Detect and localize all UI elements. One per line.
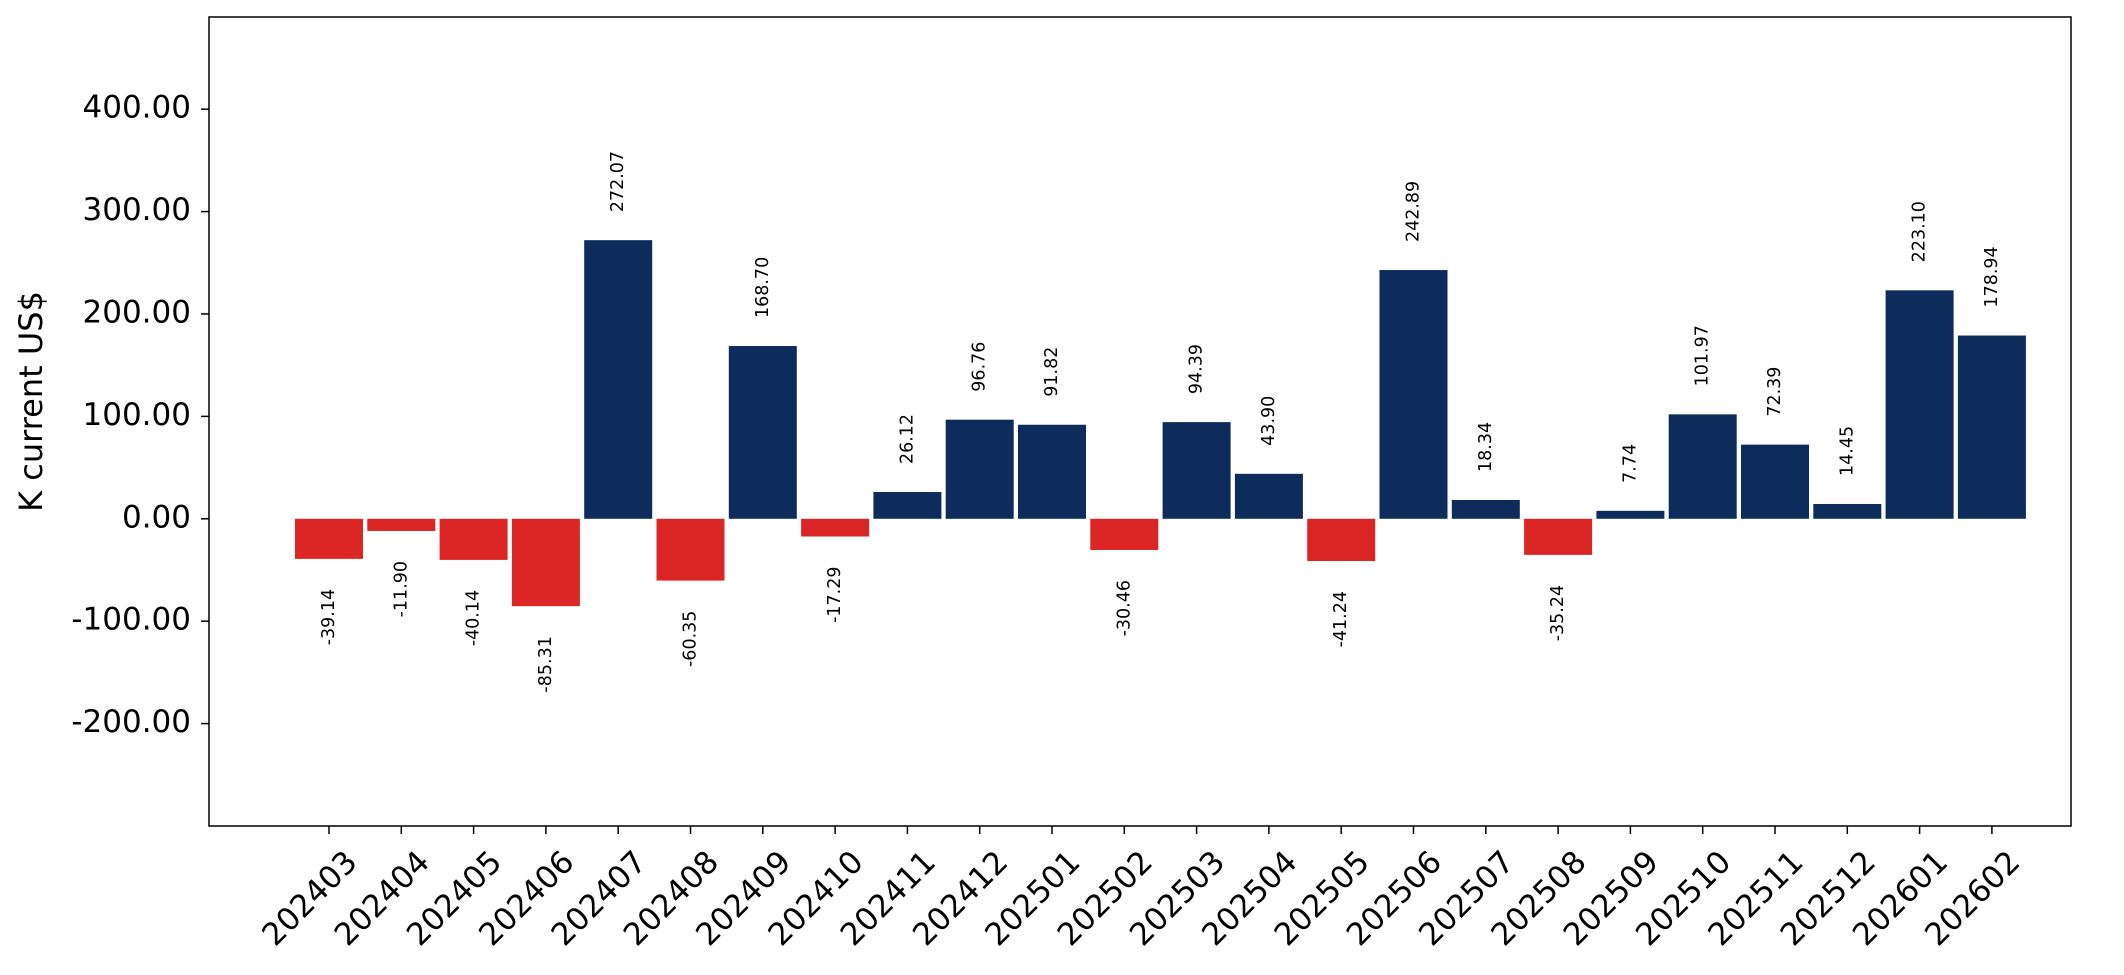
value-label-202601: 223.10: [1910, 201, 1930, 262]
bar-202511: [1741, 444, 1809, 519]
value-label-202512: 14.45: [1837, 426, 1857, 476]
value-label-202510: 101.97: [1693, 325, 1713, 386]
y-tick: -100.00: [71, 602, 209, 638]
bar-202505: [1307, 518, 1376, 562]
bar-202403: [295, 518, 363, 559]
value-label-202504: 43.90: [1259, 396, 1279, 446]
y-tick: 300.00: [83, 192, 209, 228]
y-tick-label: 100.00: [83, 397, 191, 433]
x-axis: 2024032024042024052024062024072024082024…: [255, 826, 2027, 953]
value-label-202412: 96.76: [970, 342, 990, 392]
value-label-202411: 26.12: [897, 414, 917, 464]
value-label-202511: 72.39: [1765, 367, 1785, 417]
value-label-202408: -60.35: [681, 611, 701, 667]
bar-202602: [1957, 335, 2026, 519]
value-label-202509: 7.74: [1620, 444, 1640, 483]
bars-layer: [295, 240, 2026, 607]
value-label-202502: -30.46: [1114, 580, 1134, 636]
bar-202411: [873, 492, 942, 519]
value-label-202405: -40.14: [464, 590, 484, 646]
value-label-202508: -35.24: [1548, 585, 1568, 641]
bar-202507: [1451, 500, 1520, 519]
bar-202410: [801, 518, 870, 537]
y-tick-label: -100.00: [71, 602, 191, 638]
y-tick: 0.00: [122, 499, 209, 535]
bar-202512: [1813, 503, 1882, 519]
bar-202504: [1234, 473, 1303, 519]
bar-202601: [1885, 290, 1954, 519]
value-label-202507: 18.34: [1476, 422, 1496, 472]
y-tick-label: -200.00: [71, 704, 191, 740]
bar-202503: [1162, 422, 1231, 519]
bar-202510: [1668, 414, 1737, 519]
bar-202407: [584, 240, 653, 519]
y-axis: -200.00 -100.00 0.00 100.00 200.00 300.00 400.…: [71, 90, 209, 740]
value-label-202506: 242.89: [1404, 181, 1424, 242]
value-labels-layer: -39.14 -11.90 -40.14 -85.31 272.07 -60.35 168.…: [319, 151, 2002, 693]
value-label-202407: 272.07: [608, 151, 628, 212]
value-label-202406: -85.31: [536, 636, 556, 692]
y-tick: 200.00: [83, 294, 209, 330]
y-tick: -200.00: [71, 704, 209, 740]
value-label-202410: -17.29: [825, 566, 845, 622]
bar-202408: [656, 518, 725, 581]
value-label-202501: 91.82: [1042, 347, 1062, 397]
y-tick-label: 300.00: [83, 192, 191, 228]
y-tick-label: 400.00: [83, 90, 191, 126]
bar-202502: [1090, 518, 1159, 550]
value-label-202602: 178.94: [1982, 246, 2002, 307]
value-label-202505: -41.24: [1331, 591, 1351, 647]
bar-202509: [1596, 510, 1665, 519]
plot-frame: [208, 16, 2072, 827]
bar-202406: [511, 518, 580, 607]
bar-202405: [439, 518, 508, 560]
y-tick-label: 0.00: [122, 499, 191, 535]
bar-202412: [945, 419, 1014, 519]
y-axis-label: K current US$: [12, 291, 50, 512]
value-label-202404: -11.90: [391, 561, 411, 617]
bar-202508: [1524, 518, 1593, 555]
value-label-202403: -39.14: [319, 589, 339, 645]
bar-202506: [1379, 270, 1448, 519]
value-label-202503: 94.39: [1187, 344, 1207, 394]
value-label-202409: 168.70: [753, 257, 773, 318]
y-tick-label: 200.00: [83, 294, 191, 330]
bar-202404: [367, 518, 436, 531]
y-tick: 400.00: [83, 90, 209, 126]
y-tick: 100.00: [83, 397, 209, 433]
bar-202409: [728, 346, 797, 519]
bar-202501: [1018, 424, 1086, 519]
